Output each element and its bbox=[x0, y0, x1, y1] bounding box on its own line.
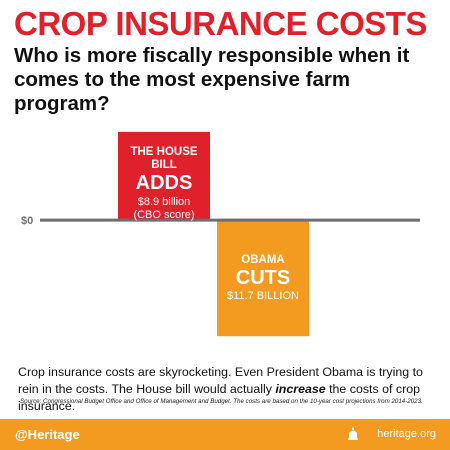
bar-label-action-0: ADDS bbox=[136, 172, 193, 194]
zero-tick-label: $0 bbox=[21, 215, 33, 227]
bar-label-amount-0: $8.9 billion bbox=[138, 196, 191, 208]
page-title: CROP INSURANCE COSTS bbox=[14, 5, 427, 42]
bar-1 bbox=[217, 220, 309, 337]
bar-label-line1-1: OBAMA bbox=[241, 254, 284, 266]
body-text-emphasis: increase bbox=[275, 382, 326, 396]
bar-label-note-0: (CBO score) bbox=[133, 209, 194, 221]
bar-label-action-1: CUTS bbox=[236, 267, 290, 289]
body-text-part2: the costs of crop insurance. bbox=[18, 382, 421, 413]
footer-bar: @Heritage heritage.org bbox=[0, 419, 450, 450]
body-text-part1: Crop insurance costs are skyrocketing. E… bbox=[18, 365, 423, 396]
heritage-bell-icon bbox=[348, 427, 358, 440]
website-link[interactable]: heritage.org bbox=[377, 428, 436, 440]
source-note: Source: Congressional Budget Office and … bbox=[20, 398, 423, 405]
body-text: Crop insurance costs are skyrocketing. E… bbox=[18, 364, 443, 415]
twitter-handle[interactable]: @Heritage bbox=[15, 427, 80, 442]
bar-label-line1-0: THE HOUSE bbox=[130, 146, 197, 158]
bar-label-amount-1: $11.7 BILLION bbox=[227, 290, 299, 302]
subtitle-emphasis: most expensive bbox=[146, 68, 300, 91]
bar-label-line2-0: BILL bbox=[151, 159, 177, 171]
subtitle-part2: farm program? bbox=[14, 68, 351, 115]
bar-0 bbox=[118, 131, 210, 221]
subtitle-part1: Who is more fiscally responsible when it… bbox=[14, 44, 410, 91]
subtitle: Who is more fiscally responsible when it… bbox=[14, 44, 439, 116]
